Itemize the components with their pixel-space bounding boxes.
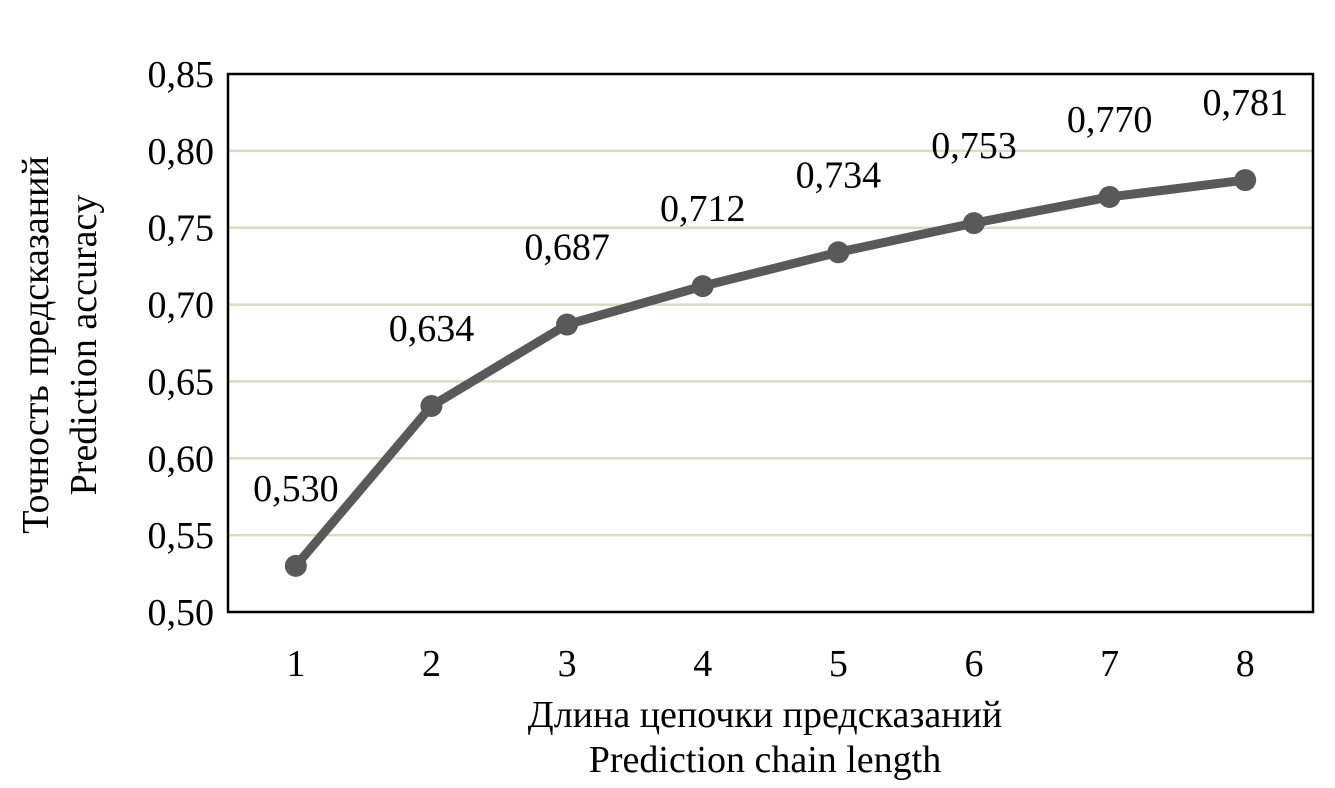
y-axis-title: Точность предсказаний (15, 156, 57, 534)
data-label: 0,712 (660, 188, 746, 230)
series-line-group (284, 169, 1257, 577)
x-tick-label: 5 (829, 643, 848, 685)
x-tick-label: 1 (286, 643, 305, 685)
data-point-marker (1234, 169, 1257, 192)
data-point-marker (556, 313, 579, 336)
y-axis-title-line-1: Точность предсказаний (15, 156, 57, 534)
x-axis-title-line-2: Prediction chain length (589, 739, 941, 781)
plot-area-frame (226, 72, 1315, 614)
data-point-marker (962, 212, 985, 235)
data-point-marker (827, 241, 850, 264)
y-tick-label: 0,60 (148, 438, 215, 480)
x-axis-tick-labels: 1 2 3 4 5 6 7 8 (286, 643, 1254, 685)
data-label: 0,734 (796, 154, 882, 196)
data-point-marker (420, 395, 443, 418)
data-label: 0,687 (524, 227, 610, 269)
x-tick-label: 3 (558, 643, 577, 685)
data-label: 0,530 (253, 468, 339, 510)
y-axis-tick-labels: 0,50 0,55 0,60 0,65 0,70 0,75 0,80 0,85 (148, 54, 215, 634)
y-tick-label: 0,50 (148, 592, 215, 634)
y-tick-label: 0,70 (148, 285, 215, 327)
x-tick-label: 2 (422, 643, 441, 685)
data-labels: 0,530 0,634 0,687 0,712 0,734 0,753 0,770 0,781 (253, 82, 1288, 510)
data-point-marker (1098, 185, 1121, 208)
y-tick-label: 0,55 (148, 515, 215, 557)
y-tick-label: 0,80 (148, 131, 215, 173)
x-tick-label: 8 (1236, 643, 1255, 685)
x-axis-title-line-1: Длина цепочки предсказаний (528, 694, 1002, 736)
data-label: 0,634 (389, 308, 475, 350)
y-axis-title-2: Prediction accuracy (63, 195, 105, 496)
data-label: 0,753 (931, 125, 1017, 167)
x-tick-label: 4 (693, 643, 712, 685)
series-line (291, 175, 1250, 571)
data-label: 0,781 (1202, 82, 1288, 124)
y-tick-label: 0,75 (148, 208, 215, 250)
x-tick-label: 7 (1100, 643, 1119, 685)
y-tick-label: 0,85 (148, 54, 215, 96)
data-label: 0,770 (1067, 99, 1153, 141)
gridlines (228, 149, 1313, 537)
y-axis-title-line-2: Prediction accuracy (63, 195, 105, 496)
y-tick-label: 0,65 (148, 361, 215, 403)
x-tick-label: 6 (964, 643, 983, 685)
data-point-marker (284, 554, 307, 577)
data-point-marker (691, 275, 714, 298)
